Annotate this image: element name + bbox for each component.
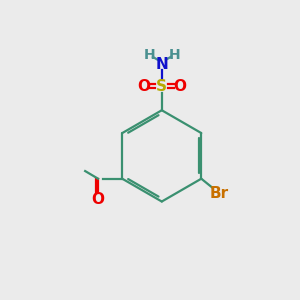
Text: S: S (156, 79, 167, 94)
Text: H: H (168, 48, 180, 62)
Text: O: O (173, 79, 187, 94)
Text: H: H (144, 48, 155, 62)
Text: O: O (92, 192, 105, 207)
Text: N: N (155, 56, 168, 71)
Text: O: O (137, 79, 150, 94)
Text: Br: Br (210, 186, 229, 201)
